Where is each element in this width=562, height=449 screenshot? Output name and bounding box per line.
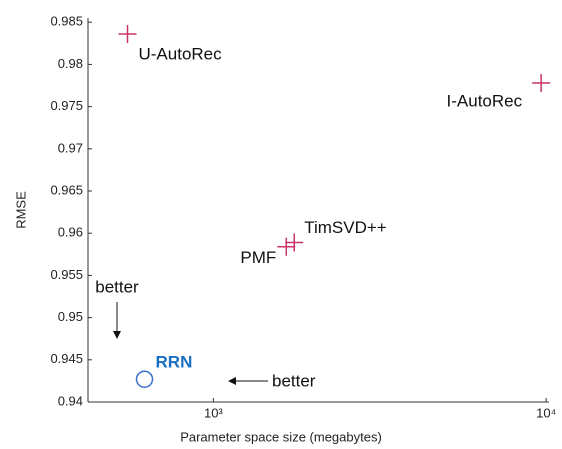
y-tick-label: 0.985 <box>50 14 83 29</box>
y-tick-label: 0.94 <box>58 393 83 408</box>
point <box>285 233 304 252</box>
y-tick-label: 0.975 <box>50 98 83 113</box>
point <box>135 370 154 388</box>
point-label: TimSVD++ <box>304 218 387 237</box>
y-tick-label: 0.96 <box>58 225 83 240</box>
point <box>532 73 551 92</box>
point-label: PMF <box>240 248 276 267</box>
y-tick-label: 0.95 <box>58 309 83 324</box>
y-tick-label: 0.965 <box>50 182 83 197</box>
annotation: better <box>272 371 316 390</box>
point-label: I-AutoRec <box>447 91 523 110</box>
point <box>118 25 137 44</box>
y-tick-label: 0.97 <box>58 140 83 155</box>
annotation: better <box>95 277 139 296</box>
y-tick-label: 0.955 <box>50 267 83 282</box>
y-tick-label: 0.98 <box>58 56 83 71</box>
y-axis-label: RMSE <box>13 191 28 229</box>
point-label: U-AutoRec <box>138 45 222 64</box>
x-axis-label: Parameter space size (megabytes) <box>180 429 382 444</box>
point-label: RRN <box>156 353 193 372</box>
x-tick-label: 10⁴ <box>536 405 556 420</box>
y-tick-label: 0.945 <box>50 351 83 366</box>
point <box>277 237 296 256</box>
x-tick-label: 10³ <box>204 405 223 420</box>
